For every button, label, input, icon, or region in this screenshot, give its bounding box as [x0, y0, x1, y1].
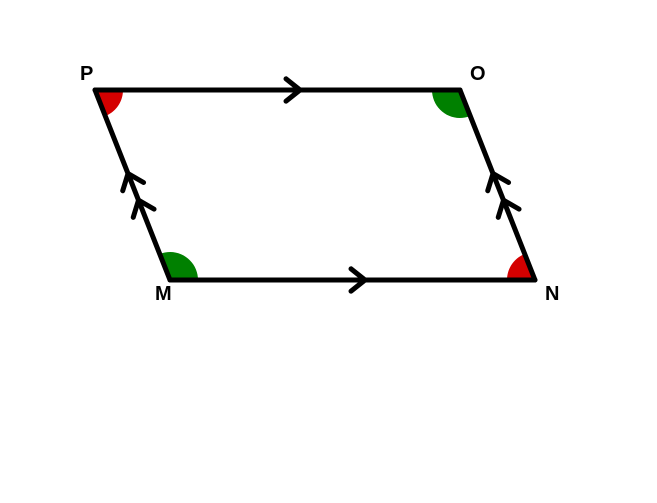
- parallelogram-diagram: P O N M: [0, 0, 657, 503]
- vertex-label-P: P: [80, 63, 93, 85]
- vertex-label-N: N: [545, 283, 559, 305]
- vertex-label-M: M: [155, 283, 172, 305]
- vertex-label-O: O: [470, 63, 486, 85]
- edge-ON: [460, 90, 535, 280]
- edge-MP: [95, 90, 170, 280]
